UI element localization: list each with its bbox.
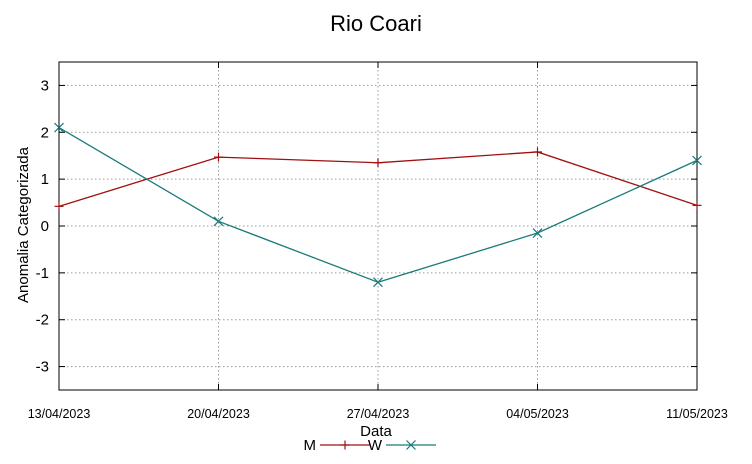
- legend-label-m: M: [304, 437, 317, 454]
- legend-label-w: W: [368, 437, 383, 454]
- y-tick-label: 1: [41, 171, 49, 188]
- series-w-point: [213, 216, 224, 227]
- y-tick-label: -2: [36, 312, 49, 329]
- chart-title: Rio Coari: [330, 11, 422, 36]
- y-tick-label: 3: [41, 77, 49, 94]
- y-axis-label: Anomalia Categorizada: [15, 146, 32, 303]
- legend-entry-m: M: [304, 437, 370, 454]
- series-w: [54, 122, 702, 288]
- series-w-point: [373, 277, 383, 288]
- series-w-point: [692, 155, 702, 166]
- series-m: [54, 147, 702, 211]
- y-tick-label: -3: [36, 359, 49, 376]
- x-tick-label: 13/04/2023: [28, 407, 91, 421]
- y-tick-label: 0: [41, 218, 49, 235]
- grid-lines: [59, 62, 697, 390]
- series-w-point: [532, 228, 543, 238]
- series-w-point: [54, 122, 64, 133]
- y-tick-label: -1: [36, 265, 49, 282]
- axis-ticks: -3 -2 -1 0 1 2 3 13/04/2023 20/04/2023 27/04/2023…: [28, 62, 728, 421]
- plot-frame: [58, 61, 698, 391]
- x-tick-label: 11/05/2023: [666, 407, 728, 421]
- legend-entry-w: W: [368, 437, 436, 454]
- y-tick-label: 2: [41, 124, 49, 141]
- x-tick-label: 27/04/2023: [347, 407, 410, 421]
- legend-marker-w: [406, 440, 416, 450]
- x-tick-label: 04/05/2023: [506, 407, 569, 421]
- x-axis-label: Data: [360, 423, 392, 440]
- series-layer: [54, 122, 702, 288]
- x-tick-label: 20/04/2023: [187, 407, 250, 421]
